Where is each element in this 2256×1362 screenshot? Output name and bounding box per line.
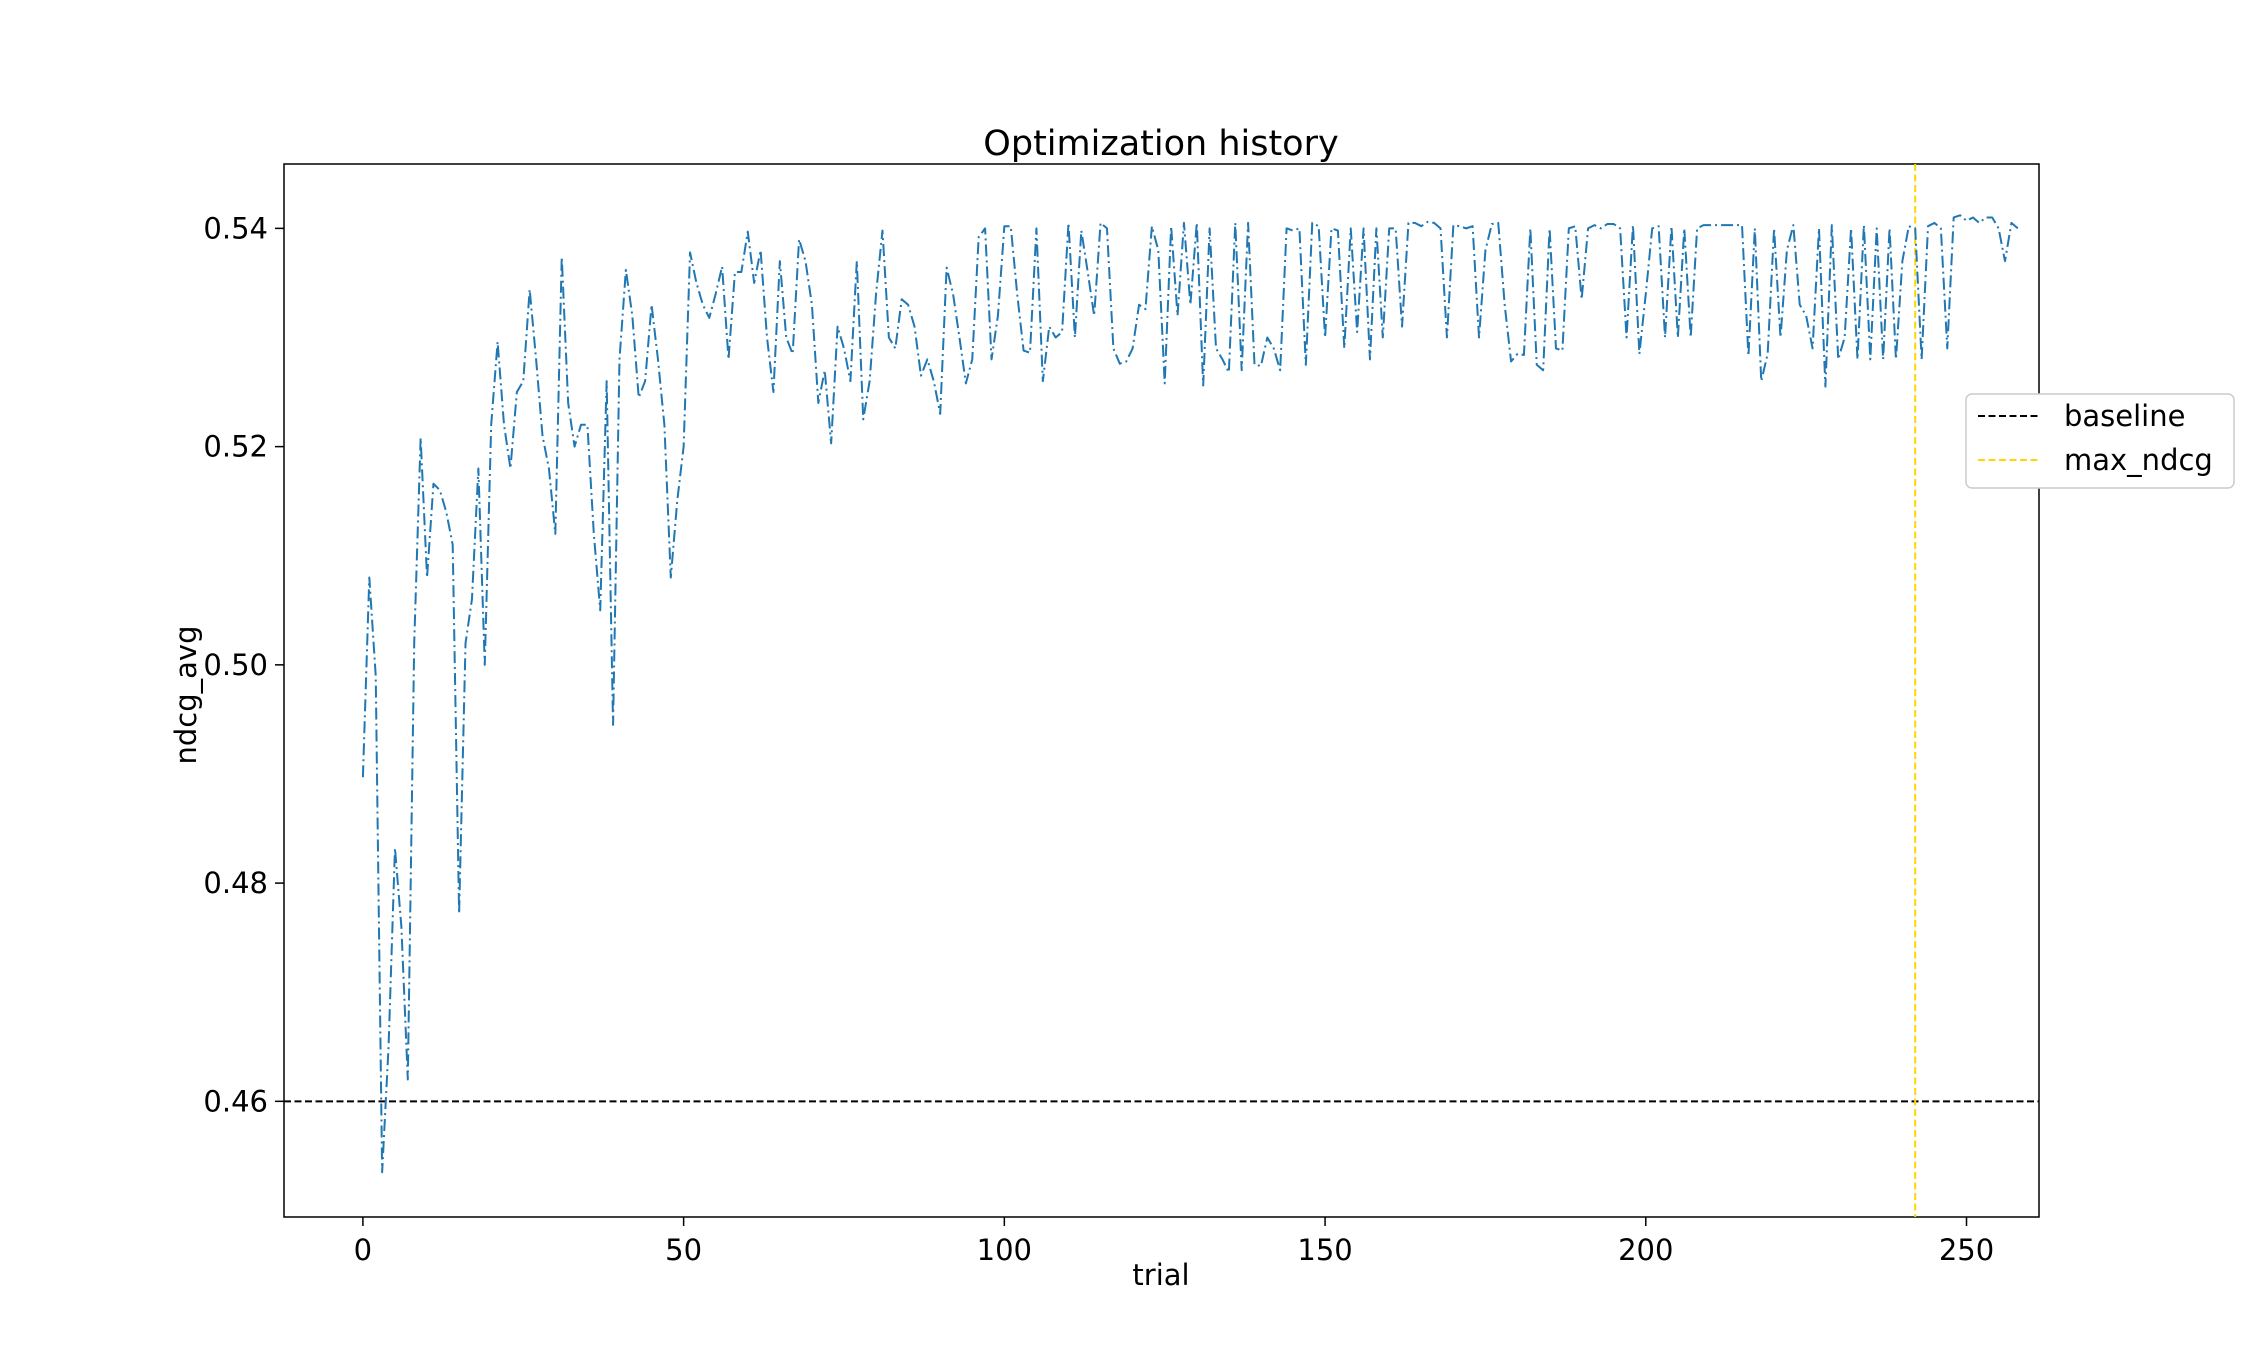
y-tick-label: 0.52: [203, 430, 268, 464]
reference-lines: [284, 164, 2039, 1217]
x-axis-label: trial: [1132, 1258, 1189, 1292]
plot-frame: [283, 163, 2040, 1218]
y-axis-label: ndcg_avg: [169, 626, 203, 765]
x-tick-label: 250: [1939, 1233, 1994, 1267]
y-tick-label: 0.50: [203, 648, 268, 682]
x-tick-label: 200: [1618, 1233, 1673, 1267]
chart-title: Optimization history: [983, 124, 1338, 164]
y-axis: 0.46 0.48 0.50 0.52 0.54: [203, 211, 284, 1118]
plot-area: [283, 163, 2040, 1218]
legend-box: [1965, 393, 2235, 489]
legend-label-max_ndcg: max_ndcg: [2064, 443, 2213, 477]
series-layer: [361, 214, 2019, 1174]
y-tick-label: 0.46: [203, 1084, 268, 1118]
series-line: [361, 214, 2019, 1174]
x-tick-label: 0: [354, 1233, 372, 1267]
x-tick-label: 150: [1297, 1233, 1352, 1267]
x-tick-label: 100: [977, 1233, 1032, 1267]
x-axis: 0 50 100 150 200 250: [354, 1217, 1994, 1267]
x-tick-label: 50: [665, 1233, 702, 1267]
legend-label-baseline: baseline: [2064, 399, 2185, 433]
y-tick-label: 0.48: [203, 866, 268, 900]
legend: baseline max_ndcg: [1965, 393, 2235, 489]
y-tick-label: 0.54: [203, 211, 268, 245]
